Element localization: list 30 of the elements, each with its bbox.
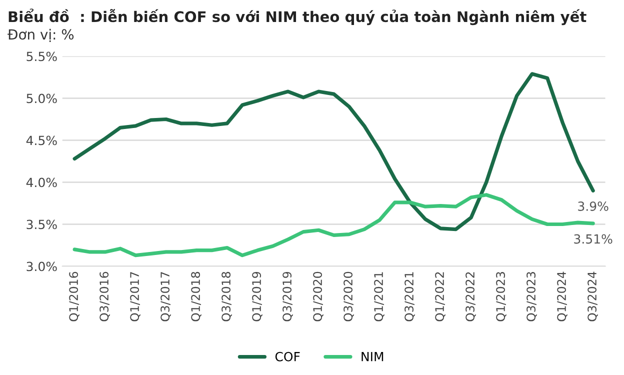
x-tick-label: Q3/2017 (160, 272, 171, 322)
x-tick-label: Q1/2016 (69, 272, 80, 322)
y-tick-label: 5.0% (26, 94, 57, 104)
annotation: 3.51% (574, 234, 612, 244)
x-tick-label: Q1/2022 (435, 272, 446, 322)
x-tick-label: Q3/2021 (404, 272, 415, 322)
y-tick-label: 4.5% (26, 136, 57, 146)
chart-subtitle: Đơn vị: % (8, 28, 74, 42)
x-tick-label: Q3/2023 (526, 272, 537, 322)
x-tick-label: Q3/2024 (588, 272, 598, 322)
x-tick-label: Q1/2017 (130, 272, 140, 322)
x-tick-label: Q1/2023 (496, 272, 506, 322)
x-tick-label: Q3/2018 (222, 272, 232, 322)
x-tick-label: Q3/2022 (466, 272, 476, 322)
x-tick-label: Q3/2019 (282, 272, 293, 322)
x-tick-label: Q3/2016 (100, 272, 110, 322)
x-tick-label: Q3/2020 (344, 272, 354, 322)
legend-label: COF (275, 352, 300, 362)
x-tick-label: Q1/2021 (374, 272, 384, 322)
x-tick-label: Q1/2019 (252, 272, 262, 322)
y-tick-label: 3.5% (26, 220, 57, 230)
y-tick-label: 5.5% (26, 52, 57, 62)
chart-title: Biểu đồ : Diễn biến COF so với NIM theo quý của toàn Ngành niêm yết (8, 8, 586, 26)
y-tick-label: 4.0% (26, 178, 57, 188)
legend-label: NIM (362, 352, 384, 362)
x-tick-label: Q1/2018 (191, 272, 202, 322)
x-tick-label: Q1/2020 (313, 272, 324, 322)
x-tick-label: Q1/2024 (557, 272, 568, 322)
y-tick-label: 3.0% (26, 262, 57, 272)
annotation: 3.9% (578, 201, 608, 211)
